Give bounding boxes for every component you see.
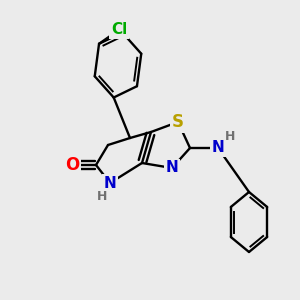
Text: N: N xyxy=(212,140,224,155)
Text: N: N xyxy=(166,160,178,175)
Text: S: S xyxy=(172,113,184,131)
Text: H: H xyxy=(225,130,235,142)
Text: N: N xyxy=(103,176,116,190)
Text: H: H xyxy=(97,190,107,203)
Text: Cl: Cl xyxy=(111,22,127,37)
Text: O: O xyxy=(65,156,79,174)
